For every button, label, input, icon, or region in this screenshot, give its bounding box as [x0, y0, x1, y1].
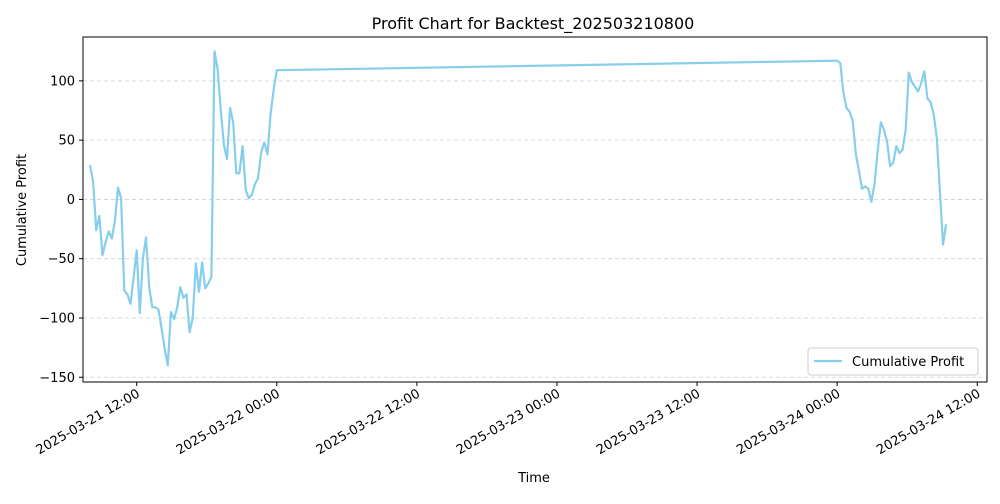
y-tick-label: −150	[39, 371, 75, 386]
x-tick-label: 2025-03-22 00:00	[174, 386, 283, 458]
x-tick-label: 2025-03-23 12:00	[594, 386, 703, 458]
chart-title: Profit Chart for Backtest_202503210800	[372, 14, 695, 34]
legend-label: Cumulative Profit	[852, 355, 964, 370]
x-tick-label: 2025-03-23 00:00	[454, 386, 563, 458]
gridlines	[83, 80, 987, 378]
y-tick-label: −50	[48, 252, 75, 267]
x-tick-label: 2025-03-22 12:00	[314, 386, 423, 458]
x-tick-label: 2025-03-21 12:00	[34, 386, 143, 458]
x-tick-label: 2025-03-24 12:00	[874, 386, 983, 458]
legend-box	[807, 347, 979, 376]
y-tick-label: 50	[58, 134, 75, 149]
x-axis-label: Time	[517, 471, 550, 486]
y-tick-label: 0	[67, 193, 75, 208]
y-axis-label: Cumulative Profit	[15, 154, 30, 266]
x-axis: 2025-03-21 12:00 2025-03-22 00:00 2025-03-…	[34, 382, 983, 458]
series-line	[88, 50, 948, 367]
plot-area	[88, 50, 948, 367]
legend: Cumulative Profit	[807, 347, 979, 376]
axes-frame	[82, 36, 988, 383]
x-tick-label: 2025-03-24 00:00	[734, 386, 843, 458]
y-tick-label: −100	[39, 311, 75, 326]
y-tick-label: 100	[50, 74, 75, 89]
y-axis: −150 −100 −50 0 50 100	[39, 74, 83, 386]
